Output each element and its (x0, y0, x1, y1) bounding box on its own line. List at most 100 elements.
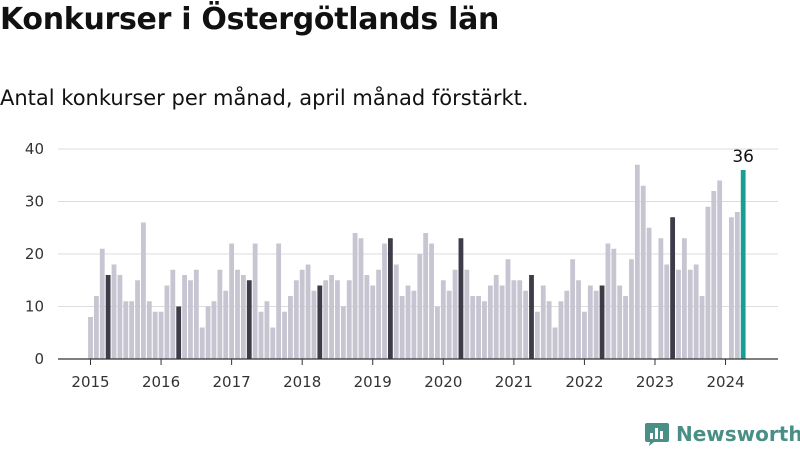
bar (493, 275, 499, 359)
latest-value-label: 36 (732, 147, 754, 167)
bar (223, 290, 229, 359)
bar (340, 306, 346, 359)
bar (599, 285, 605, 359)
bar (717, 180, 723, 359)
bar (382, 243, 387, 359)
bar (323, 280, 329, 359)
bar (264, 301, 270, 359)
y-tick-label: 0 (34, 350, 44, 368)
bar (640, 185, 646, 359)
bar (393, 264, 399, 359)
bar (352, 233, 358, 359)
bar (152, 311, 158, 359)
bar (658, 238, 664, 359)
bar (558, 301, 564, 359)
bar (693, 264, 699, 359)
bar (452, 269, 458, 359)
bar (205, 306, 211, 359)
bar (293, 280, 299, 359)
bar (411, 290, 417, 359)
bar (376, 269, 382, 359)
bar (235, 269, 240, 359)
bar (182, 275, 187, 359)
bar (582, 311, 587, 359)
bar (705, 206, 711, 359)
bar (141, 222, 146, 359)
bar (164, 285, 170, 359)
bar (534, 311, 540, 359)
bar (158, 311, 164, 359)
bar (282, 311, 287, 359)
x-tick-label: 2017 (213, 373, 251, 391)
bar (681, 238, 687, 359)
bar (146, 301, 152, 359)
bar (217, 269, 223, 359)
bar (517, 280, 523, 359)
bar (299, 269, 305, 359)
bar (423, 233, 429, 359)
bar (99, 248, 105, 359)
bar (258, 311, 264, 359)
bar (252, 243, 258, 359)
bar (611, 248, 617, 359)
bar (170, 269, 176, 359)
bar (593, 290, 599, 359)
bar (540, 285, 546, 359)
x-tick-label: 2019 (354, 373, 392, 391)
x-tick-label: 2023 (636, 373, 674, 391)
bar (358, 238, 364, 359)
bar (676, 269, 681, 359)
bar (246, 280, 252, 359)
bar (305, 264, 311, 359)
bar (670, 217, 676, 359)
bar (729, 217, 734, 359)
bar (211, 301, 217, 359)
x-tick-label: 2022 (565, 373, 603, 391)
bar (458, 238, 464, 359)
bar (499, 285, 505, 359)
bar (505, 259, 511, 359)
bar (123, 301, 129, 359)
bar (617, 285, 623, 359)
bar (188, 280, 193, 359)
bar (88, 317, 93, 359)
bar (399, 296, 405, 359)
bar (623, 296, 628, 359)
x-tick-label: 2016 (142, 373, 180, 391)
bar (523, 290, 529, 359)
brand-name: Newsworthy (676, 422, 800, 446)
bar (117, 275, 123, 359)
bar (193, 269, 199, 359)
bar (476, 296, 481, 359)
bar (105, 275, 111, 359)
bar (270, 327, 276, 359)
bar (570, 259, 576, 359)
bar (564, 290, 570, 359)
bar (605, 243, 611, 359)
bar (240, 275, 246, 359)
bar (487, 285, 493, 359)
bar (370, 285, 376, 359)
page-title: Konkurser i Östergötlands län (0, 2, 500, 37)
x-tick-label: 2018 (283, 373, 321, 391)
bar (587, 285, 593, 359)
bar (346, 280, 352, 359)
bar (711, 191, 717, 359)
bar (435, 306, 440, 359)
bar (482, 301, 487, 359)
bar (111, 264, 117, 359)
bar-chart: 0 10 20 30 40 2015 2016 2017 2018 2019 2020 2021 202… (25, 140, 778, 391)
bar (288, 296, 293, 359)
bar (199, 327, 205, 359)
bar (335, 280, 340, 359)
bar (511, 280, 517, 359)
bar (446, 290, 452, 359)
bar (329, 275, 334, 359)
bar (687, 269, 693, 359)
bar (229, 243, 235, 359)
bar (129, 301, 135, 359)
bar (699, 296, 705, 359)
x-tick-label: 2015 (71, 373, 109, 391)
bar (576, 280, 581, 359)
page-subtitle: Antal konkurser per månad, april månad f… (0, 86, 529, 110)
